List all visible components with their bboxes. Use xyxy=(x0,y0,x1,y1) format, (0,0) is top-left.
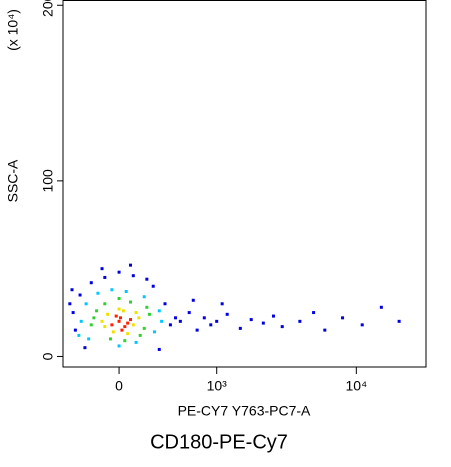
point xyxy=(341,316,345,320)
point xyxy=(145,305,149,309)
point xyxy=(142,326,146,330)
point xyxy=(298,319,302,323)
point xyxy=(83,346,87,350)
y-tick-label: 0 xyxy=(40,352,56,360)
point xyxy=(271,314,275,318)
point xyxy=(225,312,229,316)
point xyxy=(117,270,121,274)
point xyxy=(117,319,121,323)
point xyxy=(323,328,327,332)
point xyxy=(103,302,107,306)
point xyxy=(131,323,135,327)
point xyxy=(249,318,253,322)
x-axis-label: PE-CY7 Y763-PC7-A xyxy=(178,403,311,419)
point xyxy=(191,298,195,302)
point xyxy=(187,311,191,315)
point xyxy=(103,325,107,329)
plot-frame xyxy=(62,0,427,368)
point xyxy=(157,309,161,313)
point xyxy=(106,312,110,316)
point xyxy=(147,312,151,316)
point xyxy=(68,302,72,306)
chart-title: CD180-PE-Cy7 xyxy=(150,431,288,453)
point xyxy=(117,344,121,348)
point xyxy=(123,339,127,343)
point xyxy=(220,302,224,306)
point xyxy=(238,326,242,330)
point xyxy=(119,316,123,320)
point xyxy=(123,325,127,329)
point xyxy=(312,311,316,315)
point xyxy=(142,295,146,299)
point xyxy=(110,288,114,292)
point xyxy=(84,302,88,306)
y-axis-label: SSC-A xyxy=(5,159,21,202)
x-tick-label: 10³ xyxy=(207,378,228,394)
point xyxy=(89,323,93,327)
point xyxy=(89,281,93,285)
point xyxy=(117,297,121,301)
point xyxy=(261,321,265,325)
point xyxy=(126,332,130,336)
y-multiplier: (x 10⁴) xyxy=(5,9,21,51)
point xyxy=(152,330,156,334)
point xyxy=(379,305,383,309)
point xyxy=(78,293,82,297)
point xyxy=(215,319,219,323)
point xyxy=(397,319,401,323)
point xyxy=(71,311,75,315)
point xyxy=(137,316,141,320)
point xyxy=(178,319,182,323)
point xyxy=(145,277,149,281)
point xyxy=(131,274,135,278)
point xyxy=(209,323,213,327)
point xyxy=(138,333,142,337)
point xyxy=(160,319,164,323)
point xyxy=(128,300,132,304)
point xyxy=(128,263,132,267)
point xyxy=(111,330,115,334)
point xyxy=(95,309,99,313)
point xyxy=(114,314,118,318)
point xyxy=(121,309,125,313)
point xyxy=(128,318,132,322)
point xyxy=(124,289,128,293)
point xyxy=(126,321,130,325)
point xyxy=(202,316,206,320)
point xyxy=(73,328,77,332)
point xyxy=(108,337,112,341)
point xyxy=(87,337,91,341)
point xyxy=(110,323,114,327)
point xyxy=(117,307,121,311)
y-tick-label: 100 xyxy=(40,169,56,193)
point xyxy=(168,323,172,327)
point xyxy=(157,347,161,351)
point xyxy=(70,288,74,292)
point xyxy=(134,340,138,344)
point xyxy=(100,319,104,323)
x-tick-label: 0 xyxy=(115,378,123,394)
point xyxy=(79,319,83,323)
point xyxy=(163,302,167,306)
point xyxy=(174,316,178,320)
point xyxy=(92,316,96,320)
point xyxy=(120,328,124,332)
point xyxy=(100,267,104,271)
point xyxy=(103,275,107,279)
x-tick-label: 10⁴ xyxy=(346,378,368,394)
point xyxy=(280,325,284,329)
point xyxy=(151,284,155,288)
point xyxy=(360,323,364,327)
point xyxy=(77,333,81,337)
point xyxy=(134,311,138,315)
y-tick-label: 200 xyxy=(40,0,56,17)
point xyxy=(96,291,100,295)
point xyxy=(195,328,199,332)
